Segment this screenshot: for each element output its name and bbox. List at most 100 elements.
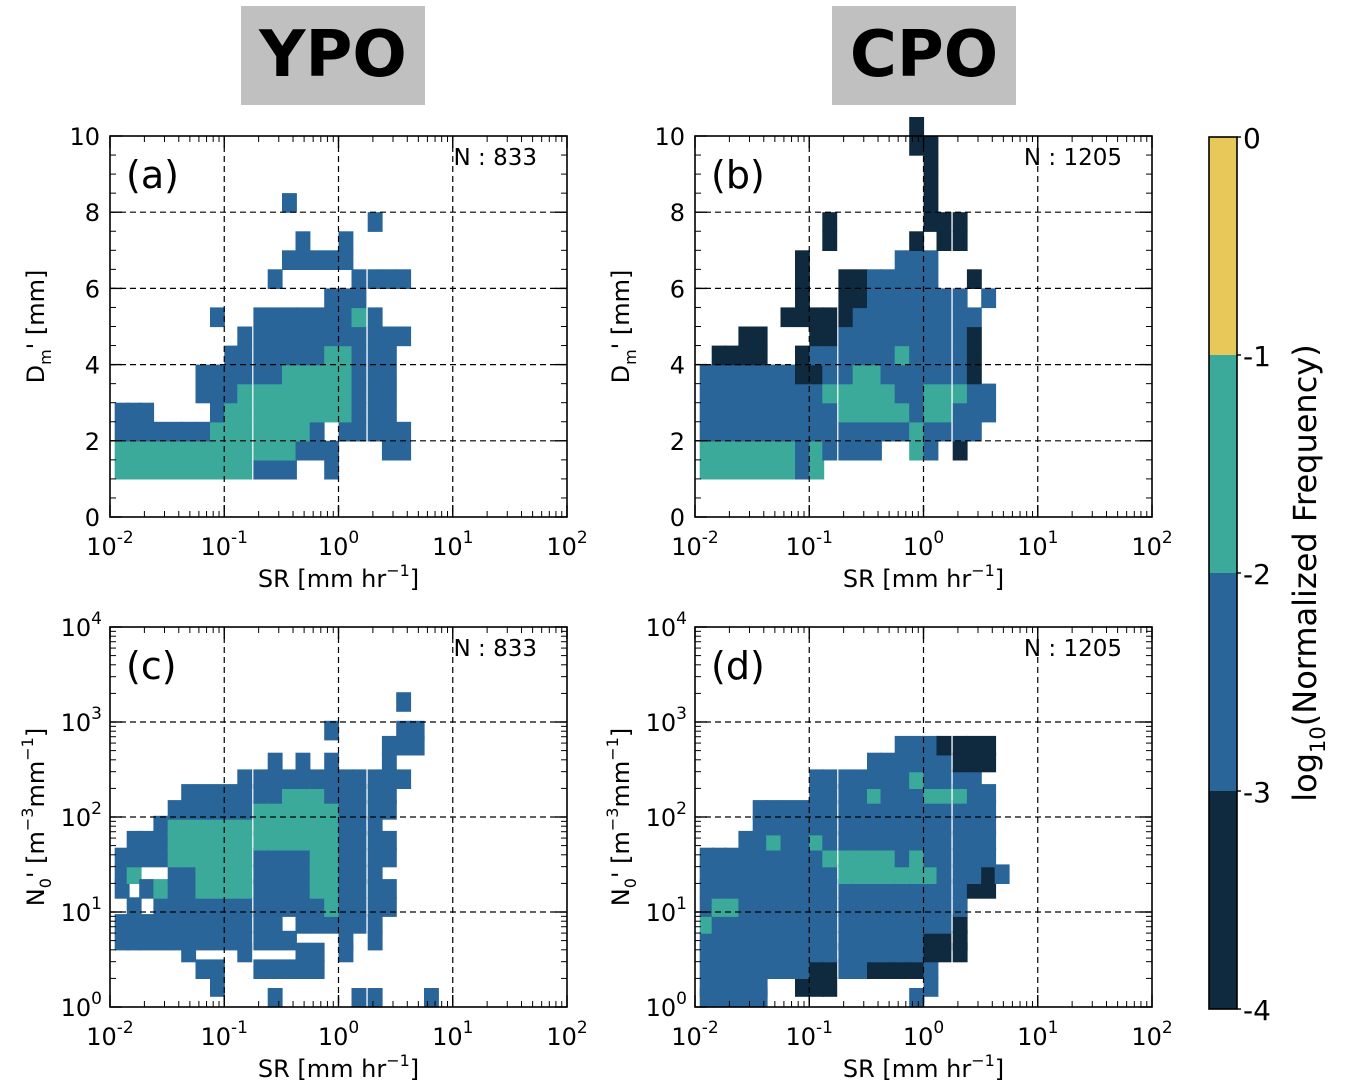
heatmap-cell <box>809 345 825 366</box>
heatmap-cell <box>966 421 982 442</box>
heatmap-cell <box>838 830 854 851</box>
heatmap-cell <box>894 914 910 934</box>
heatmap-cell <box>909 288 925 309</box>
heatmap-cell <box>981 402 997 423</box>
heatmap-cell <box>880 897 896 917</box>
heatmap-cell <box>822 959 838 979</box>
heatmap-cell <box>923 864 939 884</box>
heatmap-cell <box>396 769 412 789</box>
heatmap-cell <box>923 326 939 347</box>
heatmap-cell <box>909 117 925 137</box>
heatmap-cell <box>114 847 130 868</box>
heatmap-cell <box>396 440 412 461</box>
heatmap-cell <box>936 402 952 423</box>
heatmap-cell <box>224 914 240 934</box>
colorbar-tick-label: -4 <box>1243 994 1271 1027</box>
heatmap-cell <box>267 326 283 347</box>
heatmap-cell <box>923 440 939 461</box>
heatmap-cell <box>409 735 425 756</box>
heatmap-cell <box>936 364 952 385</box>
heatmap-cell <box>923 830 939 851</box>
heatmap-cell <box>351 847 367 868</box>
heatmap-cell <box>396 326 412 347</box>
heatmap-cell <box>367 269 383 289</box>
x-tick-label: 100 <box>903 528 944 561</box>
heatmap-cell <box>153 440 169 461</box>
heatmap-cell <box>338 250 354 270</box>
y-tick-label: 103 <box>61 704 102 737</box>
heatmap-cell <box>966 769 982 789</box>
heatmap-cell <box>324 769 340 789</box>
heatmap-cell <box>267 383 283 404</box>
heatmap-cell <box>367 914 383 934</box>
heatmap-cell <box>338 307 354 328</box>
heatmap-cell <box>253 383 269 404</box>
heatmap-cell <box>224 830 240 851</box>
heatmap-cell <box>909 269 925 289</box>
heatmap-cell <box>282 800 297 820</box>
heatmap-cell <box>936 288 952 309</box>
heatmap-cell <box>752 345 768 366</box>
heatmap-cell <box>324 800 340 820</box>
heatmap-cell <box>923 959 939 979</box>
heatmap-cell <box>167 914 183 934</box>
heatmap-cell <box>867 752 882 773</box>
heatmap-cell <box>795 897 810 917</box>
heatmap-cell <box>153 897 169 917</box>
heatmap-cell <box>338 769 354 789</box>
heatmap-cell <box>936 345 952 366</box>
heatmap-cell <box>724 847 740 868</box>
heatmap-cell <box>780 914 796 934</box>
heatmap-cell <box>237 383 253 404</box>
heatmap-cell <box>309 914 325 934</box>
y-tick-label: 8 <box>670 199 685 227</box>
heatmap-cell <box>780 815 796 836</box>
heatmap-cell <box>295 914 311 934</box>
title-cpo: CPO <box>832 6 1016 105</box>
heatmap-cell <box>282 959 297 979</box>
heatmap-cell <box>795 402 810 423</box>
heatmap-cell <box>838 930 854 951</box>
heatmap-cell <box>367 864 383 884</box>
heatmap-cell <box>909 830 925 851</box>
x-tick-label: 102 <box>546 1018 587 1051</box>
heatmap-cell <box>181 421 197 442</box>
heatmap-cell <box>923 136 939 156</box>
heatmap-cell <box>195 847 211 868</box>
heatmap-cell <box>324 752 340 773</box>
heatmap-cell <box>237 326 253 347</box>
heatmap-cell <box>282 930 297 951</box>
heatmap-cell <box>267 752 283 773</box>
heatmap-cell <box>909 847 925 868</box>
heatmap-cell <box>409 720 425 741</box>
heatmap-cell <box>381 830 397 851</box>
heatmap-cell <box>381 440 397 461</box>
heatmap-cell <box>867 421 882 442</box>
heatmap-cell <box>324 830 340 851</box>
heatmap-cell <box>867 847 882 868</box>
heatmap-cell <box>282 364 297 385</box>
heatmap-cell <box>295 440 311 461</box>
heatmap-cell <box>210 402 225 423</box>
heatmap-cell <box>909 897 925 917</box>
heatmap-cell <box>424 988 439 1008</box>
heatmap-cell <box>838 959 854 979</box>
heatmap-cell <box>966 402 982 423</box>
heatmap-cell <box>795 847 810 868</box>
heatmap-cell <box>367 847 383 868</box>
heatmap-cell <box>852 830 868 851</box>
heatmap-cell <box>867 364 882 385</box>
heatmap-cell <box>822 307 838 328</box>
heatmap-cell <box>738 326 754 347</box>
heatmap-cell <box>909 440 925 461</box>
heatmap-cell <box>894 288 910 309</box>
heatmap-cell <box>153 459 169 480</box>
heatmap-cell <box>752 800 768 820</box>
heatmap-cell <box>738 345 754 366</box>
heatmap-cell <box>838 364 854 385</box>
heatmap-cell <box>752 930 768 951</box>
heatmap-cell <box>237 847 253 868</box>
heatmap-cell <box>780 307 796 328</box>
heatmap-cell <box>295 307 311 328</box>
heatmap-cell <box>936 307 952 328</box>
